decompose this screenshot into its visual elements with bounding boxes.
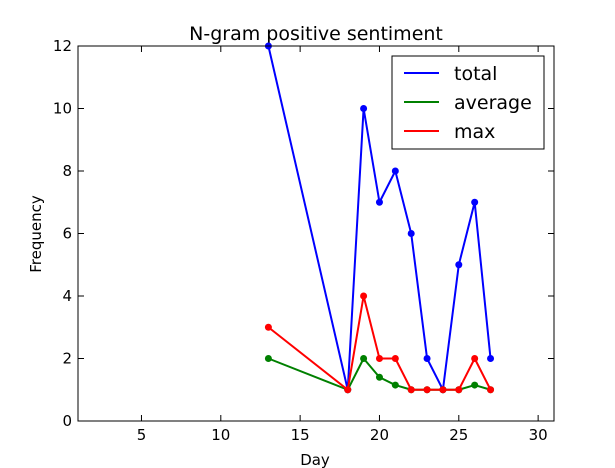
y-tick-label-6: 12 — [53, 37, 72, 55]
point-max-2 — [360, 292, 368, 300]
y-tick-label-0: 0 — [62, 412, 72, 430]
point-average-0 — [264, 355, 272, 362]
point-total-2 — [360, 105, 368, 112]
point-total-8 — [455, 261, 463, 269]
point-max-3 — [375, 355, 383, 362]
axes-layer: 5 10 15 20 25 30 0 2 4 6 8 10 12 — [53, 37, 555, 444]
point-average-9 — [471, 381, 479, 389]
legend-label-total: total — [454, 63, 497, 85]
point-total-9 — [471, 198, 479, 206]
point-max-0 — [264, 323, 272, 331]
y-tick-label-5: 10 — [53, 100, 72, 118]
point-max-7 — [439, 386, 447, 394]
legend: total average max — [391, 55, 545, 150]
series-layer — [264, 42, 495, 394]
series-max — [264, 292, 495, 394]
y-axis-label: Frequency — [27, 195, 45, 273]
point-max-1 — [344, 386, 352, 394]
x-tick-label-0: 5 — [137, 426, 147, 444]
point-max-9 — [471, 355, 479, 362]
point-total-4 — [391, 167, 399, 175]
y-tick-label-1: 2 — [62, 350, 72, 368]
point-average-3 — [375, 373, 383, 381]
legend-label-max: max — [454, 121, 495, 143]
point-total-3 — [375, 198, 383, 206]
point-total-5 — [407, 230, 415, 237]
point-max-10 — [487, 386, 495, 394]
point-total-10 — [487, 355, 495, 362]
y-tick-label-2: 4 — [62, 287, 72, 305]
point-max-8 — [455, 386, 463, 394]
y-tick-label-4: 8 — [62, 162, 72, 180]
legend-label-average: average — [454, 92, 532, 114]
y-tick-label-3: 6 — [62, 225, 72, 243]
point-average-4 — [391, 381, 399, 389]
chart-title: N-gram positive sentiment — [189, 23, 443, 45]
point-max-4 — [391, 355, 399, 362]
point-average-2 — [360, 355, 368, 362]
x-tick-label-1: 10 — [211, 426, 230, 444]
x-axis-label: Day — [300, 451, 330, 468]
x-tick-label-3: 20 — [370, 426, 389, 444]
point-total-6 — [423, 355, 431, 362]
x-tick-label-5: 30 — [529, 426, 548, 444]
x-tick-label-4: 25 — [449, 426, 468, 444]
point-max-5 — [407, 386, 415, 394]
point-max-6 — [423, 386, 431, 394]
x-tick-label-2: 15 — [291, 426, 310, 444]
